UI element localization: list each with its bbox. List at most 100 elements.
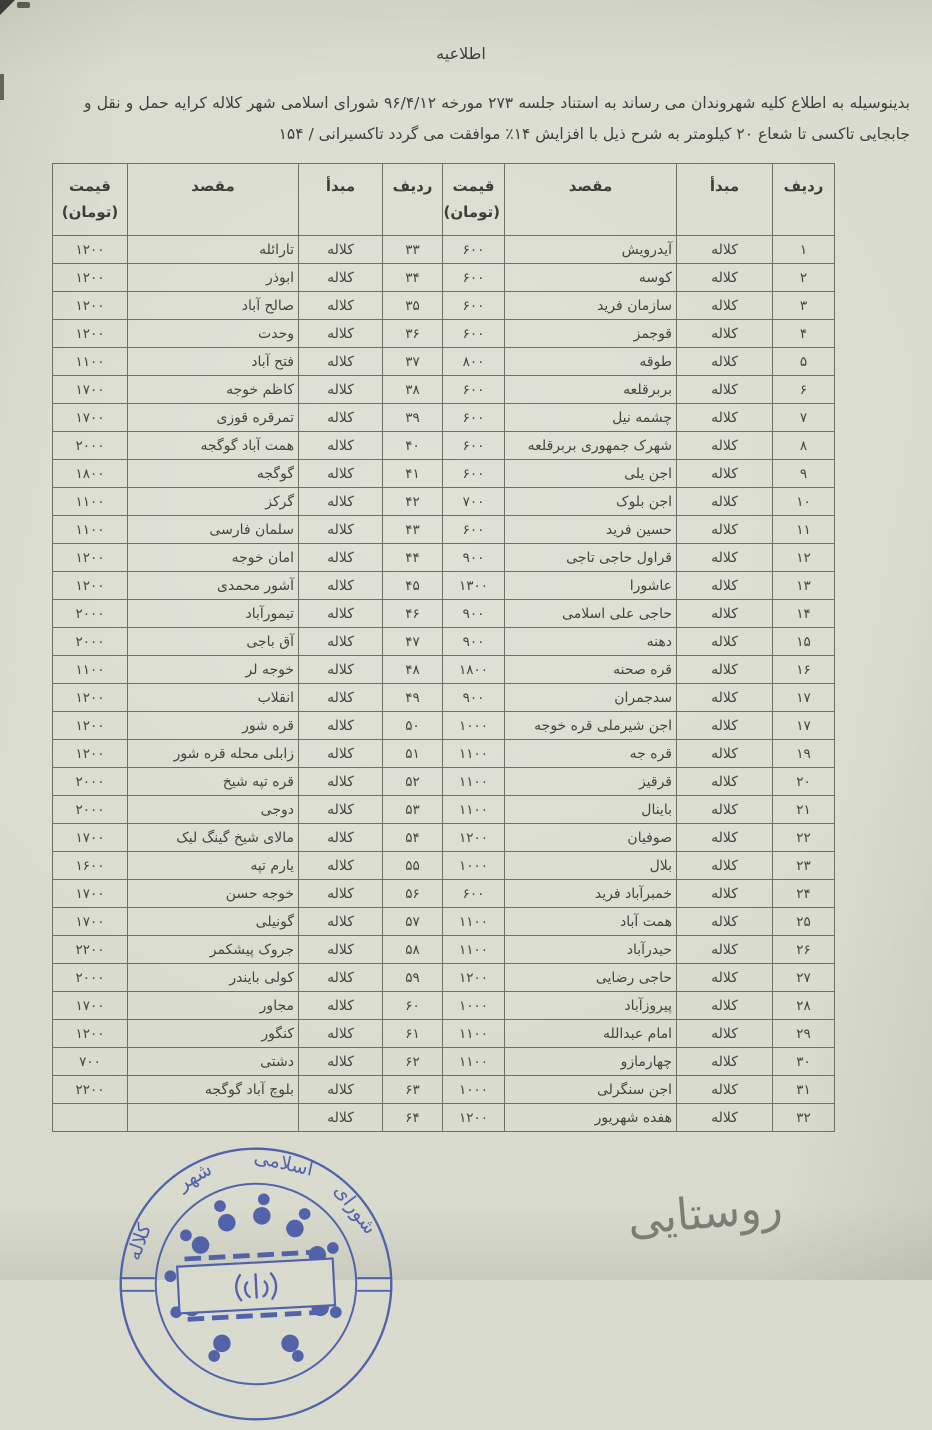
row-number-cell: ۱۵ — [772, 627, 835, 656]
header-destination: مقصد — [127, 163, 299, 236]
origin-cell: کلاله — [298, 851, 383, 880]
origin-cell: کلاله — [298, 935, 383, 964]
row-number-cell: ۴۱ — [382, 459, 443, 488]
stamp-word: شورای — [329, 1180, 381, 1239]
price-cell: ۱۲۰۰ — [52, 739, 128, 768]
row-number-cell: ۶ — [772, 375, 835, 404]
table-row: ۲۳ کلاله بلال ۱۰۰۰ ۵۵ کلاله یارم تپه ۱۶۰۰ — [52, 851, 835, 880]
price-cell: ۶۰۰ — [442, 263, 505, 292]
origin-cell: کلاله — [298, 683, 383, 712]
price-cell: ۱۱۰۰ — [52, 487, 128, 516]
scan-edge-mark — [17, 2, 30, 8]
destination-cell: پیروزآباد — [504, 991, 677, 1020]
origin-cell: کلاله — [298, 1047, 383, 1076]
origin-cell: کلاله — [298, 487, 383, 516]
origin-cell: کلاله — [298, 599, 383, 628]
destination-cell: دهنه — [504, 627, 677, 656]
price-cell: ۶۰۰ — [442, 459, 505, 488]
price-cell: ۱۰۰۰ — [442, 1075, 505, 1104]
price-cell: ۹۰۰ — [442, 543, 505, 572]
destination-cell: آیدرویش — [504, 235, 677, 264]
price-cell: ۹۰۰ — [442, 627, 505, 656]
price-cell: ۲۰۰۰ — [52, 795, 128, 824]
header-price: قیمت (تومان) — [52, 163, 128, 236]
price-cell: ۶۰۰ — [442, 515, 505, 544]
row-number-cell: ۵۳ — [382, 795, 443, 824]
signature: روستایی — [625, 1181, 785, 1246]
price-cell: ۱۱۰۰ — [442, 795, 505, 824]
origin-cell: کلاله — [676, 823, 773, 852]
row-number-cell: ۳۹ — [382, 403, 443, 432]
price-cell: ۱۲۰۰ — [52, 263, 128, 292]
price-cell: ۱۲۰۰ — [52, 319, 128, 348]
destination-cell: مالای شیخ گینگ لیک — [127, 823, 299, 852]
price-cell: ۱۲۰۰ — [442, 823, 505, 852]
origin-cell: کلاله — [298, 627, 383, 656]
header-row-number: ردیف — [772, 163, 835, 236]
row-number-cell: ۶۲ — [382, 1047, 443, 1076]
price-cell: ۱۱۰۰ — [442, 1047, 505, 1076]
origin-cell: کلاله — [298, 795, 383, 824]
origin-cell: کلاله — [676, 655, 773, 684]
header-destination: مقصد — [504, 163, 677, 236]
table-row: ۳۰ کلاله چهارمازو ۱۱۰۰ ۶۲ کلاله دشتی ۷۰۰ — [52, 1047, 835, 1076]
price-cell: ۱۲۰۰ — [52, 235, 128, 264]
row-number-cell: ۵۹ — [382, 963, 443, 992]
row-number-cell: ۵۱ — [382, 739, 443, 768]
origin-cell: کلاله — [298, 291, 383, 320]
destination-cell: انقلاب — [127, 683, 299, 712]
price-cell: ۱۷۰۰ — [52, 879, 128, 908]
table-row: ۱ کلاله آیدرویش ۶۰۰ ۳۳ کلاله تارائله ۱۲۰۰ — [52, 235, 835, 264]
destination-cell: گوگجه — [127, 459, 299, 488]
row-number-cell: ۴۰ — [382, 431, 443, 460]
origin-cell: کلاله — [676, 347, 773, 376]
row-number-cell: ۲۶ — [772, 935, 835, 964]
destination-cell — [127, 1103, 299, 1132]
table-row: ۲۸ کلاله پیروزآباد ۱۰۰۰ ۶۰ کلاله مجاور ۱۷۰۰ — [52, 991, 835, 1020]
table-row: ۲۷ کلاله حاجی رضایی ۱۲۰۰ ۵۹ کلاله کولی بایندر ۲… — [52, 963, 835, 992]
row-number-cell: ۱۲ — [772, 543, 835, 572]
origin-cell: کلاله — [676, 879, 773, 908]
price-cell: ۷۰۰ — [442, 487, 505, 516]
origin-cell: کلاله — [298, 347, 383, 376]
row-number-cell: ۶۴ — [382, 1103, 443, 1132]
row-number-cell: ۲۰ — [772, 767, 835, 796]
price-cell: ۸۰۰ — [442, 347, 505, 376]
header-row-number: ردیف — [382, 163, 443, 236]
origin-cell: کلاله — [676, 459, 773, 488]
destination-cell: قرقیز — [504, 767, 677, 796]
price-cell: ۹۰۰ — [442, 683, 505, 712]
table-row: ۲۰ کلاله قرقیز ۱۱۰۰ ۵۲ کلاله قره تپه شیخ ۲۰۰۰ — [52, 767, 835, 796]
price-cell: ۶۰۰ — [442, 291, 505, 320]
row-number-cell: ۵۴ — [382, 823, 443, 852]
intro-line-2: جابجایی تاکسی تا شعاع ۲۰ کیلومتر به شرح … — [278, 125, 910, 143]
origin-cell: کلاله — [298, 767, 383, 796]
destination-cell: خوجه حسن — [127, 879, 299, 908]
price-cell: ۶۰۰ — [442, 375, 505, 404]
origin-cell: کلاله — [676, 683, 773, 712]
origin-cell: کلاله — [298, 907, 383, 936]
destination-cell: گونیلی — [127, 907, 299, 936]
price-cell: ۱۱۰۰ — [52, 655, 128, 684]
row-number-cell: ۲۷ — [772, 963, 835, 992]
table-row: ۲۱ کلاله باینال ۱۱۰۰ ۵۳ کلاله دوجی ۲۰۰۰ — [52, 795, 835, 824]
price-cell: ۱۷۰۰ — [52, 375, 128, 404]
destination-cell: باینال — [504, 795, 677, 824]
destination-cell: قره تپه شیخ — [127, 767, 299, 796]
table-row: ۱۴ کلاله حاجی علی اسلامی ۹۰۰ ۴۶ کلاله تیمورآبا… — [52, 599, 835, 628]
scan-corner-shadow — [0, 0, 15, 15]
origin-cell: کلاله — [676, 487, 773, 516]
row-number-cell: ۳۶ — [382, 319, 443, 348]
destination-cell: تمرقره قوزی — [127, 403, 299, 432]
row-number-cell: ۶۰ — [382, 991, 443, 1020]
table-row: ۳۱ کلاله اجن سنگرلی ۱۰۰۰ ۶۳ کلاله بلوچ آباد گو… — [52, 1075, 835, 1104]
destination-cell: سازمان فرید — [504, 291, 677, 320]
destination-cell: فتح آباد — [127, 347, 299, 376]
table-row: ۲ کلاله کوسه ۶۰۰ ۳۴ کلاله ابوذر ۱۲۰۰ — [52, 263, 835, 292]
row-number-cell: ۴۶ — [382, 599, 443, 628]
stamp-word: کلاله — [122, 1220, 157, 1264]
row-number-cell: ۴۹ — [382, 683, 443, 712]
table-row: ۱۲ کلاله قراول حاجی تاجی ۹۰۰ ۴۴ کلاله امان خوج… — [52, 543, 835, 572]
header-origin: مبدأ — [676, 163, 773, 236]
table-row: ۱۶ کلاله قره صحنه ۱۸۰۰ ۴۸ کلاله خوجه لر ۱۱۰۰ — [52, 655, 835, 684]
